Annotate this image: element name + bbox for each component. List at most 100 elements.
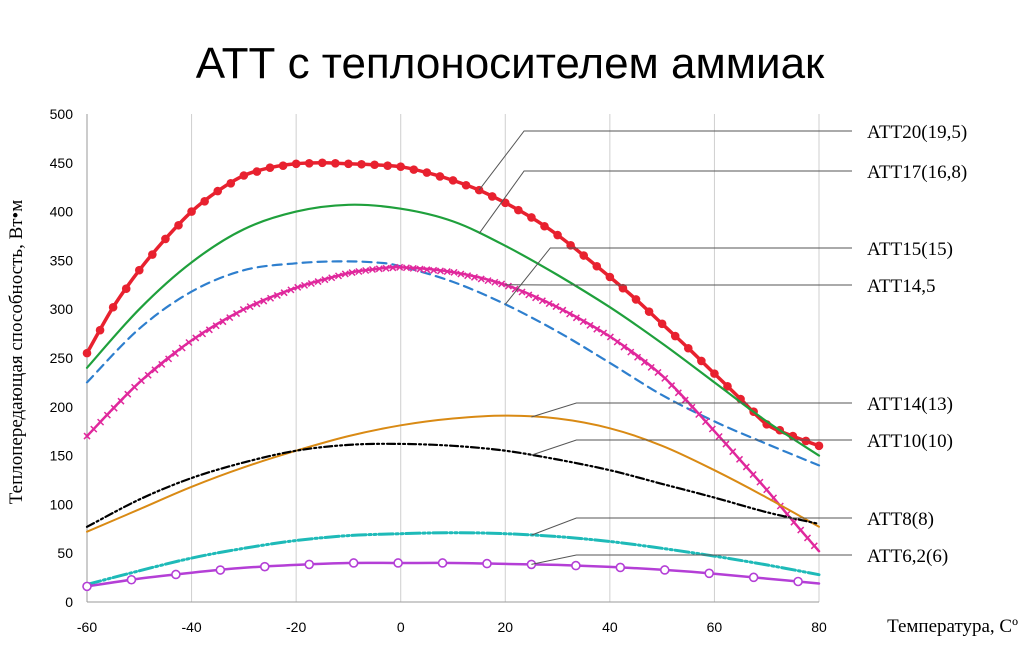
point xyxy=(525,291,533,299)
point xyxy=(117,397,125,405)
point xyxy=(174,220,183,230)
point xyxy=(205,326,213,334)
point xyxy=(192,334,200,342)
point xyxy=(287,286,295,294)
point xyxy=(215,565,226,575)
point xyxy=(259,561,270,572)
point xyxy=(688,403,696,411)
y-tick-label: 0 xyxy=(65,594,73,610)
point xyxy=(504,282,512,290)
point xyxy=(668,382,676,390)
legend-label: АТТ17(16,8) xyxy=(867,162,967,183)
point xyxy=(423,266,431,274)
legend-label: АТТ6,2(6) xyxy=(867,546,948,567)
point xyxy=(344,159,353,169)
point xyxy=(317,158,327,168)
point xyxy=(396,162,406,172)
point xyxy=(134,265,144,275)
point xyxy=(552,303,560,311)
point xyxy=(566,240,575,250)
point xyxy=(674,389,682,397)
point xyxy=(239,305,247,314)
point xyxy=(457,270,465,278)
legend-label: АТТ20(19,5) xyxy=(867,122,967,143)
series-6 xyxy=(85,442,821,528)
point xyxy=(368,265,377,274)
point xyxy=(448,176,458,185)
point xyxy=(171,349,179,357)
point xyxy=(246,303,254,311)
point xyxy=(756,478,764,486)
point xyxy=(742,463,750,471)
point xyxy=(586,321,594,329)
point xyxy=(126,574,137,585)
point xyxy=(382,264,390,272)
point xyxy=(748,572,759,583)
point xyxy=(704,568,715,579)
legend-leader-line xyxy=(531,517,852,536)
series-2 xyxy=(85,203,821,457)
series-7 xyxy=(85,531,821,586)
point xyxy=(545,300,553,308)
point xyxy=(527,213,536,222)
point xyxy=(634,353,642,361)
point xyxy=(435,172,445,181)
point xyxy=(171,569,181,580)
point xyxy=(260,297,268,305)
point xyxy=(82,581,92,592)
legend-item: АТТ20(19,5) xyxy=(478,122,967,191)
point xyxy=(477,275,485,283)
point xyxy=(484,277,492,285)
point xyxy=(631,295,641,304)
series-line xyxy=(85,260,821,467)
point xyxy=(148,250,157,259)
point xyxy=(722,440,730,448)
point xyxy=(464,272,472,280)
point xyxy=(266,294,275,302)
point xyxy=(500,198,510,208)
legend-item: АТТ15(15) xyxy=(504,239,953,305)
series-4 xyxy=(83,263,821,553)
point xyxy=(659,565,670,575)
series-line xyxy=(85,531,821,586)
point xyxy=(307,279,315,288)
legend-leader-line xyxy=(478,130,852,191)
point xyxy=(226,314,234,322)
x-tick-label: 80 xyxy=(811,619,827,635)
point xyxy=(409,165,419,174)
legend-item: АТТ8(8) xyxy=(531,509,934,536)
point xyxy=(212,322,220,330)
point xyxy=(331,158,340,168)
point xyxy=(396,263,404,271)
point xyxy=(511,285,519,293)
series-line xyxy=(85,265,821,553)
point xyxy=(108,302,118,312)
point xyxy=(239,171,249,180)
point xyxy=(83,432,91,440)
point xyxy=(647,363,655,371)
series-3 xyxy=(85,260,821,467)
point xyxy=(540,221,549,231)
point xyxy=(810,542,818,550)
point xyxy=(605,272,615,282)
point xyxy=(328,274,336,282)
legend-label: АТТ8(8) xyxy=(867,509,934,530)
x-axis-label: Температура, Сº xyxy=(887,616,1018,637)
point xyxy=(187,207,196,216)
point xyxy=(95,325,105,335)
point xyxy=(314,278,322,286)
point xyxy=(252,167,262,176)
x-tick-label: -40 xyxy=(181,619,201,635)
legend-item: АТТ14,5 xyxy=(505,276,936,297)
legend-label: АТТ15(15) xyxy=(867,239,953,260)
chart-title: АТТ с теплоносителем аммиак xyxy=(196,39,825,88)
legend-leader-line xyxy=(504,247,852,305)
point xyxy=(579,318,587,326)
point xyxy=(654,368,662,376)
point xyxy=(723,382,732,391)
y-tick-label: 150 xyxy=(50,448,74,464)
point xyxy=(151,366,159,374)
point xyxy=(355,267,363,276)
point xyxy=(273,291,281,299)
point xyxy=(618,283,628,293)
